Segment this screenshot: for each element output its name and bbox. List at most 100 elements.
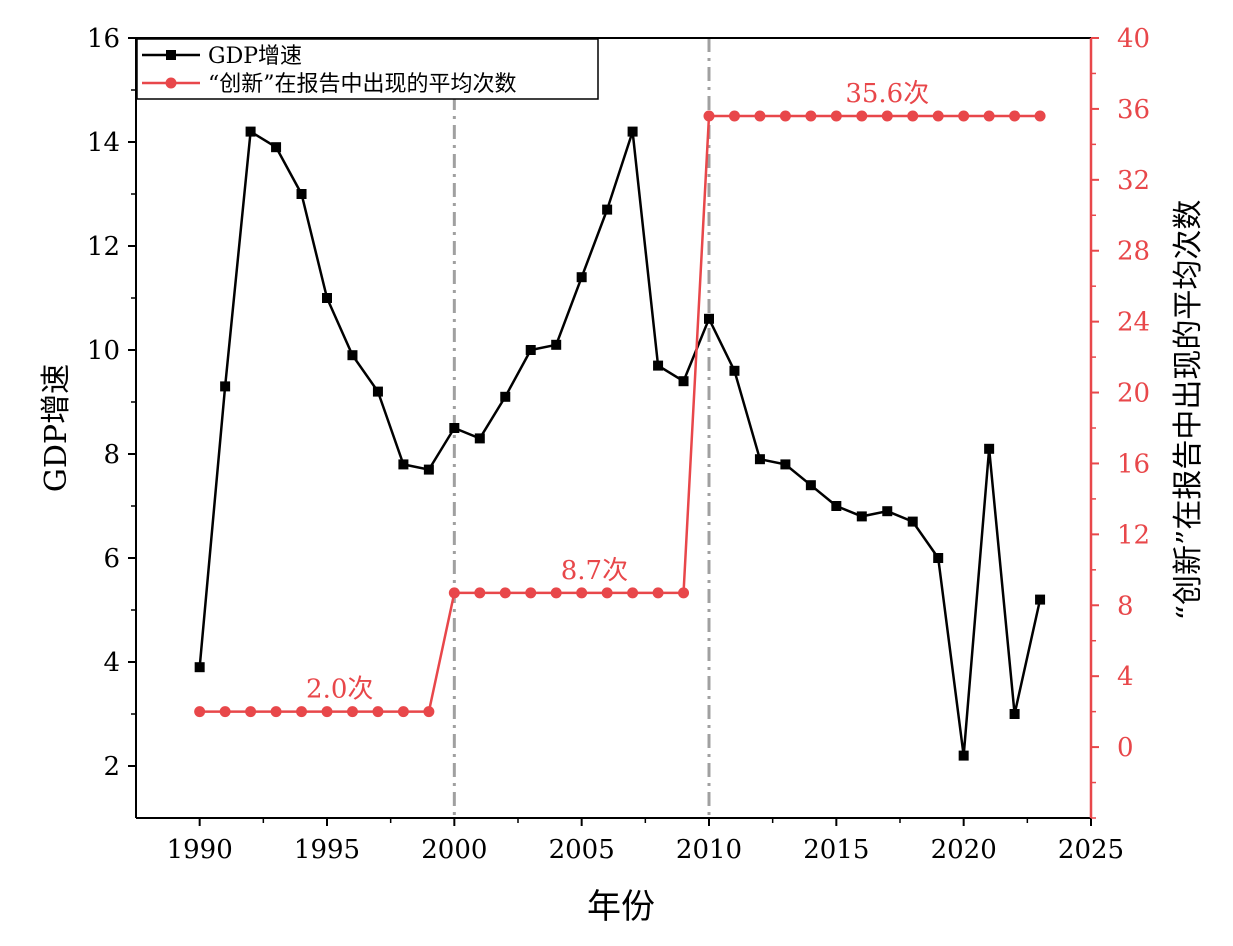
y-right-tick-label-16: 16 bbox=[1117, 449, 1150, 479]
series-line-1 bbox=[199, 114, 1041, 713]
innovation-point-2005 bbox=[576, 587, 588, 599]
x-tick-label-2005: 2005 bbox=[549, 835, 615, 865]
gdp-point-1992 bbox=[245, 126, 256, 137]
innovation-point-2000 bbox=[448, 587, 460, 599]
legend-label-0: GDP增速 bbox=[208, 44, 302, 69]
gdp-point-1990 bbox=[194, 662, 205, 673]
innovation-point-1997 bbox=[372, 706, 384, 718]
innovation-point-1996 bbox=[346, 706, 358, 718]
innovation-point-2001 bbox=[474, 587, 486, 599]
innovation-point-1995 bbox=[321, 706, 333, 718]
gdp-point-1995 bbox=[322, 293, 332, 303]
y-left-tick-label-4: 4 bbox=[103, 648, 120, 678]
gdp-point-2023 bbox=[1035, 594, 1046, 605]
gdp-point-2010 bbox=[704, 313, 714, 324]
legend-marker-0 bbox=[166, 50, 176, 60]
x-axis-title: 年份 bbox=[587, 887, 655, 927]
innovation-point-1990 bbox=[194, 706, 206, 718]
gdp-point-1999 bbox=[423, 464, 434, 475]
innovation-point-2019 bbox=[932, 110, 944, 122]
y-right-tick-label-40: 40 bbox=[1117, 24, 1150, 54]
vertical-reference-lines bbox=[452, 38, 711, 818]
gdp-point-2012 bbox=[754, 454, 765, 465]
series-line-0 bbox=[198, 129, 1042, 756]
annotation-label-2: 35.6次 bbox=[845, 79, 929, 109]
innovation-point-2017 bbox=[881, 110, 893, 122]
innovation-point-2015 bbox=[830, 110, 842, 122]
innovation-point-1992 bbox=[245, 706, 257, 718]
gdp-point-2005 bbox=[576, 272, 587, 283]
x-tick-label-2010: 2010 bbox=[676, 835, 742, 865]
gdp-point-2007 bbox=[627, 126, 638, 137]
innovation-point-2009 bbox=[678, 587, 690, 599]
innovation-point-2023 bbox=[1034, 110, 1046, 122]
innovation-point-2014 bbox=[805, 110, 817, 122]
y-left-axis-title: GDP增速 bbox=[39, 364, 74, 492]
innovation-point-2020 bbox=[958, 110, 970, 122]
innovation-point-2012 bbox=[754, 110, 766, 122]
gdp-point-2014 bbox=[805, 480, 816, 491]
y-right-tick-label-0: 0 bbox=[1117, 733, 1134, 763]
y-left-tick-label-14: 14 bbox=[87, 128, 120, 158]
x-axis: 1990 1995 2000 2005 2010 2015 2020 2025 bbox=[167, 818, 1124, 865]
y-left-axis: 2 4 6 8 10 12 14 16 bbox=[87, 24, 136, 782]
gdp-point-2021 bbox=[984, 443, 995, 454]
gdp-point-2001 bbox=[474, 433, 485, 444]
y-right-tick-label-24: 24 bbox=[1117, 308, 1150, 338]
gdp-point-2000 bbox=[449, 423, 460, 433]
gdp-point-1993 bbox=[271, 142, 282, 153]
legend-box bbox=[136, 38, 599, 100]
legend-marker-1 bbox=[165, 77, 177, 89]
innovation-point-2018 bbox=[907, 110, 919, 122]
gdp-point-1996 bbox=[347, 350, 358, 361]
x-tick-label-2020: 2020 bbox=[931, 835, 997, 865]
gdp-point-2008 bbox=[653, 360, 664, 371]
y-left-tick-label-8: 8 bbox=[103, 440, 120, 470]
y-right-tick-label-4: 4 bbox=[1117, 662, 1134, 692]
gdp-point-2019 bbox=[933, 553, 944, 563]
gdp-point-2006 bbox=[602, 204, 613, 215]
x-tick-label-2015: 2015 bbox=[803, 835, 869, 865]
innovation-point-1991 bbox=[219, 706, 231, 718]
gdp-point-2020 bbox=[958, 750, 969, 761]
y-right-tick-label-36: 36 bbox=[1117, 95, 1150, 125]
annotation-label-0: 2.0次 bbox=[306, 675, 373, 705]
gdp-point-2004 bbox=[551, 339, 562, 350]
gdp-point-2017 bbox=[882, 506, 893, 517]
y-left-tick-label-16: 16 bbox=[87, 24, 120, 54]
innovation-point-1993 bbox=[270, 706, 282, 718]
innovation-point-1994 bbox=[296, 706, 308, 718]
annotation-layer: 2.0次 8.7次 35.6次 bbox=[306, 79, 929, 705]
innovation-point-2013 bbox=[779, 110, 791, 122]
gdp-point-1991 bbox=[220, 381, 231, 392]
gdp-point-1998 bbox=[398, 459, 409, 470]
innovation-point-2010 bbox=[703, 110, 715, 122]
annotation-label-1: 8.7次 bbox=[561, 556, 628, 586]
gdp-point-2013 bbox=[780, 459, 791, 470]
innovation-point-2011 bbox=[728, 110, 740, 122]
y-right-tick-label-8: 8 bbox=[1117, 591, 1134, 621]
x-tick-label-1990: 1990 bbox=[167, 835, 233, 865]
gdp-point-2002 bbox=[500, 391, 511, 402]
gdp-point-1994 bbox=[296, 189, 307, 199]
y-right-tick-label-28: 28 bbox=[1117, 237, 1150, 267]
gdp-point-2015 bbox=[831, 501, 842, 511]
y-right-axis-title: “创新”在报告中出现的平均次数 bbox=[1171, 200, 1206, 621]
y-right-tick-label-20: 20 bbox=[1117, 379, 1150, 409]
gdp-point-2016 bbox=[856, 511, 867, 522]
y-left-tick-label-10: 10 bbox=[87, 336, 120, 366]
y-right-tick-label-12: 12 bbox=[1117, 520, 1150, 550]
innovation-point-2006 bbox=[601, 587, 613, 599]
legend-label-1: “创新”在报告中出现的平均次数 bbox=[208, 72, 517, 97]
y-left-tick-label-6: 6 bbox=[103, 544, 120, 574]
innovation-point-2002 bbox=[499, 587, 511, 599]
innovation-point-2008 bbox=[652, 587, 664, 599]
innovation-point-2021 bbox=[983, 110, 995, 122]
gdp-point-2009 bbox=[678, 376, 689, 387]
y-right-axis: 0 4 8 12 16 20 24 28 32 36 40 bbox=[1091, 24, 1150, 819]
gdp-point-2018 bbox=[907, 516, 918, 527]
gdp-point-1997 bbox=[372, 386, 383, 397]
x-tick-label-1995: 1995 bbox=[294, 835, 360, 865]
x-tick-label-2000: 2000 bbox=[421, 835, 487, 865]
